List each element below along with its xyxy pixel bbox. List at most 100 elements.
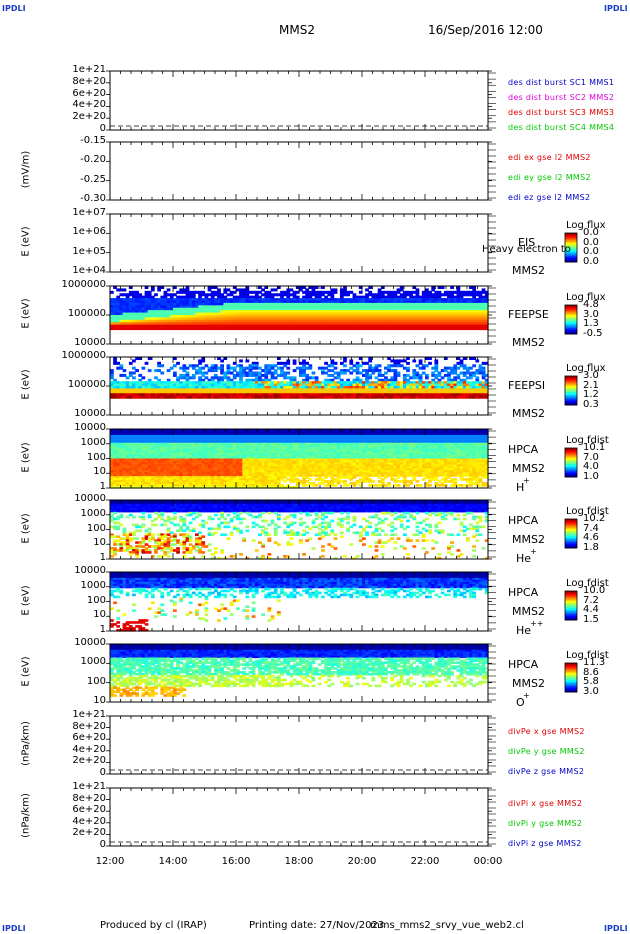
heatmap-cell <box>292 305 297 309</box>
heatmap-cell <box>465 305 470 309</box>
heatmap-cell <box>245 388 250 392</box>
heatmap-cell <box>425 434 429 438</box>
heatmap-cell <box>396 448 401 452</box>
heatmap-cell <box>431 383 436 387</box>
heatmap-cell <box>428 440 432 444</box>
heatmap-cell <box>428 317 432 321</box>
heatmap-cell <box>465 452 470 456</box>
heatmap-cell <box>450 369 454 373</box>
heatmap-cell <box>387 381 391 385</box>
heatmap-cell <box>144 381 149 385</box>
heatmap-cell <box>462 293 467 297</box>
heatmap-cell <box>182 430 187 434</box>
heatmap-cell <box>128 315 133 319</box>
heatmap-cell <box>128 293 133 297</box>
heatmap-cell <box>226 383 231 387</box>
heatmap-cell <box>396 450 401 454</box>
heatmap-cell <box>185 440 190 444</box>
heatmap-cell <box>258 378 262 382</box>
heatmap-cell <box>409 436 413 440</box>
heatmap-cell <box>213 310 218 314</box>
heatmap-cell <box>327 293 332 297</box>
heatmap-cell <box>116 319 121 323</box>
heatmap-cell <box>475 359 480 363</box>
heatmap-cell <box>475 450 480 454</box>
heatmap-cell <box>358 429 363 432</box>
heatmap-cell <box>289 450 294 454</box>
heatmap-cell <box>311 307 316 311</box>
heatmap-cell <box>188 312 193 316</box>
heatmap-cell <box>138 295 143 299</box>
heatmap-cell <box>443 388 448 392</box>
heatmap-cell <box>380 300 385 304</box>
heatmap-cell <box>450 300 454 304</box>
heatmap-cell <box>321 430 325 434</box>
heatmap-cell <box>283 293 287 297</box>
heatmap-cell <box>343 312 347 316</box>
heatmap-cell <box>135 429 139 432</box>
heatmap-cell <box>251 310 256 314</box>
heatmap-cell <box>116 395 121 399</box>
heatmap-cell <box>144 293 149 297</box>
heatmap-cell <box>169 366 174 370</box>
heatmap-cell <box>484 452 489 456</box>
heatmap-cell <box>242 302 247 306</box>
heatmap-cell <box>352 324 357 328</box>
heatmap-cell <box>428 454 432 458</box>
heatmap-cell <box>311 440 316 444</box>
heatmap-cell <box>110 300 114 304</box>
heatmap-cell <box>147 393 152 397</box>
heatmap-cell <box>440 319 445 323</box>
heatmap-cell <box>469 381 473 385</box>
heatmap-cell <box>210 310 215 314</box>
heatmap-cell <box>166 429 171 432</box>
heatmap-cell <box>311 442 316 446</box>
heatmap-cell <box>163 444 168 448</box>
heatmap-cell <box>232 376 237 380</box>
heatmap-cell <box>223 295 228 299</box>
heatmap-cell <box>147 381 152 385</box>
heatmap-cell <box>317 456 322 460</box>
heatmap-cell <box>239 388 243 392</box>
heatmap-cell <box>475 446 480 450</box>
heatmap-cell <box>440 305 445 309</box>
heatmap-cell <box>333 288 338 292</box>
heatmap-cell <box>176 393 180 397</box>
heatmap-cell <box>135 302 139 306</box>
heatmap-cell <box>374 317 379 321</box>
heatmap-cell <box>242 448 247 452</box>
heatmap-cell <box>135 434 139 438</box>
heatmap-cell <box>456 383 461 387</box>
heatmap-cell <box>314 324 319 328</box>
heatmap-cell <box>176 312 180 316</box>
heatmap-cell <box>125 390 130 394</box>
heatmap-cell <box>195 369 199 373</box>
heatmap-cell <box>481 442 486 446</box>
heatmap-cell <box>182 305 187 309</box>
heatmap-cell <box>232 388 237 392</box>
heatmap-cell <box>380 322 385 326</box>
heatmap-cell <box>198 361 202 365</box>
heatmap-cell <box>125 448 130 452</box>
heatmap-cell <box>147 452 152 456</box>
heatmap-cell <box>399 305 404 309</box>
heatmap-cell <box>317 446 322 450</box>
heatmap-cell <box>292 436 297 440</box>
heatmap-cell <box>428 448 432 452</box>
heatmap-cell <box>399 286 404 290</box>
heatmap-cell <box>280 454 284 458</box>
heatmap-cell <box>469 373 473 377</box>
heatmap-cell <box>308 317 313 321</box>
heatmap-cell <box>459 359 464 363</box>
heatmap-cell <box>459 446 464 450</box>
heatmap-cell <box>261 456 265 460</box>
heatmap-cell <box>169 327 174 331</box>
heatmap-cell <box>254 390 259 394</box>
heatmap-cell <box>447 371 451 375</box>
heatmap-cell <box>440 432 445 436</box>
heatmap-cell <box>456 395 461 399</box>
heatmap-cell <box>182 290 187 294</box>
heatmap-cell <box>289 307 294 311</box>
heatmap-cell <box>384 448 388 452</box>
heatmap-cell <box>182 383 187 387</box>
